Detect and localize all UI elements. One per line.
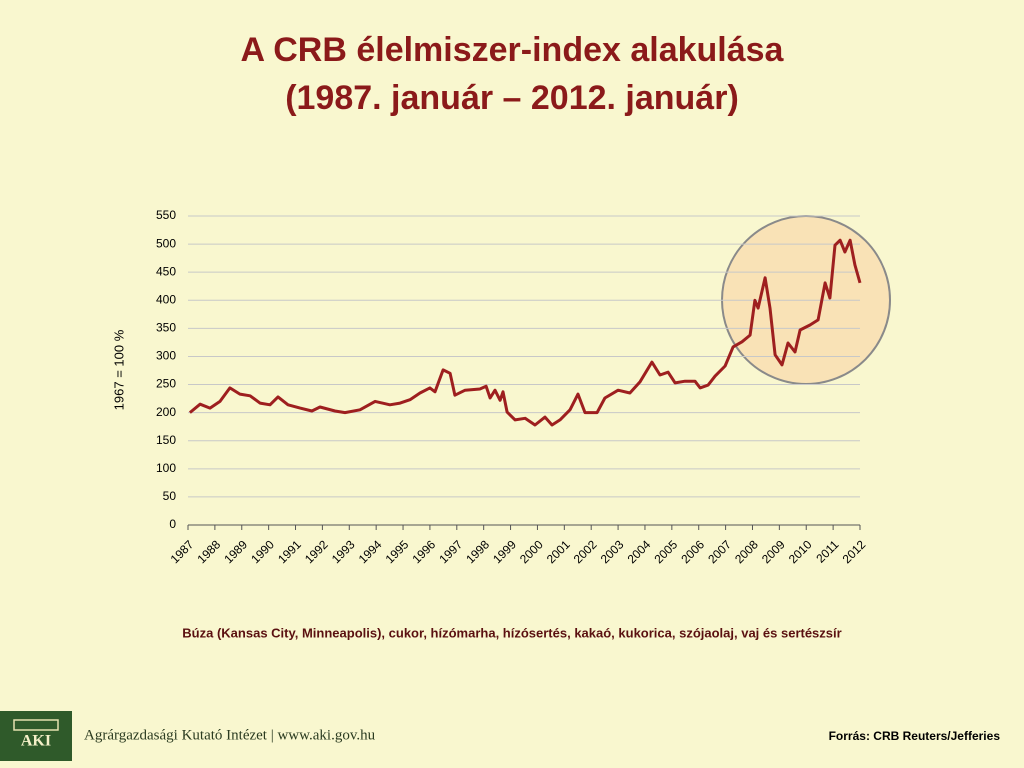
note: Búza (Kansas City, Minneapolis), cukor, … [182,625,841,640]
y-tick-label: 150 [156,433,176,447]
y-tick-label: 100 [156,461,176,475]
index-line [188,238,862,427]
y-axis-label: 1967 = 100 % [111,329,126,410]
y-tick-label: 250 [156,377,176,391]
y-tick-label: 50 [163,489,177,503]
chart-subtitle: (1987. január – 2012. január) [285,79,739,117]
y-tick-label: 400 [156,292,176,306]
y-tick-label: 500 [156,236,176,250]
chart-title: A CRB élelmiszer-index alakulása [241,31,785,69]
source: Forrás: CRB Reuters/Jefferies [829,729,1001,743]
logo-mark [13,719,59,731]
y-tick-label: 550 [156,208,176,222]
institute: Agrárgazdasági Kutató Intézet | www.aki.… [84,727,376,743]
y-tick-label: 200 [156,405,176,419]
logo-text: AKI [21,733,51,750]
y-tick-label: 450 [156,264,176,278]
y-tick-label: 300 [156,349,176,363]
y-tick-label: 0 [169,517,176,531]
y-tick-label: 350 [156,321,176,335]
